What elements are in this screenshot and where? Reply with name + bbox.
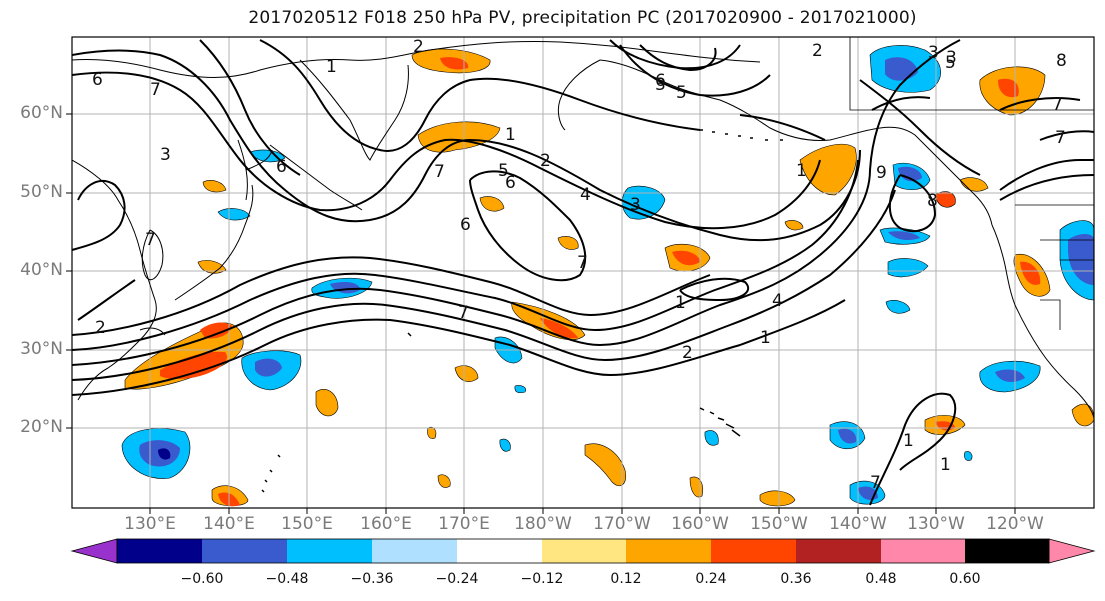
colorbar-tick-label: −0.36 — [350, 571, 394, 587]
contour-label: 1 — [505, 125, 516, 145]
colorbar-segment — [117, 539, 202, 563]
plot-frame — [71, 36, 1095, 509]
colorbar-segment — [796, 539, 881, 563]
contour-label: 5 — [498, 161, 509, 181]
contour-label: 8 — [927, 191, 938, 211]
contour-label: 6 — [655, 71, 666, 91]
colorbar-segment — [542, 539, 626, 563]
contour-label: 7 — [870, 473, 881, 493]
contour-label: 2 — [682, 343, 693, 363]
colorbar-segment — [372, 539, 457, 563]
contour-label: 6 — [92, 70, 103, 90]
colorbar-tick-label: −0.48 — [265, 571, 309, 587]
contour-label: 6 — [276, 157, 287, 177]
lat-label: 20°N — [20, 417, 63, 437]
colorbar-tick-label: 0.60 — [949, 571, 981, 587]
lat-label: 30°N — [20, 339, 63, 359]
colorbar-segment — [965, 539, 1049, 563]
contour-label: 8 — [1056, 51, 1067, 71]
lat-label: 40°N — [20, 260, 63, 280]
contour-label: 1 — [903, 431, 914, 451]
contour-label: 9 — [876, 163, 887, 183]
colorbar — [70, 538, 1096, 564]
lon-label: 130°E — [124, 514, 176, 534]
lon-label: 130°W — [907, 514, 965, 534]
contour-label: 1 — [326, 57, 337, 77]
contour-label: 2 — [812, 41, 823, 61]
lon-label: 120°W — [986, 514, 1044, 534]
contour-label: 7 — [145, 230, 156, 250]
axis-ticks — [66, 113, 1016, 514]
lon-label: 170°W — [593, 514, 651, 534]
colorbar-tick-label: 0.36 — [780, 571, 812, 587]
colorbar-tick-label: −0.60 — [180, 571, 224, 587]
contour-label: 1 — [940, 455, 951, 475]
lon-label: 150°E — [281, 514, 333, 534]
contour-label: 7 — [458, 303, 469, 323]
lat-label: 50°N — [20, 182, 63, 202]
lon-label: 170°E — [438, 514, 490, 534]
contour-label: 7 — [1055, 128, 1066, 148]
contour-label: 1 — [675, 293, 686, 313]
contour-label: 2 — [413, 37, 424, 57]
colorbar-tick-label: 0.24 — [695, 571, 727, 587]
contour-label: 7 — [577, 253, 588, 273]
colorbar-outline — [116, 538, 1050, 564]
pv-contours — [72, 39, 1094, 506]
contour-label: 3 — [928, 43, 939, 63]
contour-label: 7 — [150, 80, 161, 100]
contour-label: 1 — [796, 161, 807, 181]
colorbar-tick-label: −0.24 — [435, 571, 479, 587]
colorbar-segment — [881, 539, 965, 563]
contour-label: 4 — [772, 291, 783, 311]
lon-label: 140°E — [203, 514, 255, 534]
contour-label: 3 — [630, 195, 641, 215]
lat-label: 60°N — [20, 103, 63, 123]
colorbar-segment — [711, 539, 796, 563]
colorbar-segment — [457, 539, 542, 563]
contour-label: 5 — [945, 53, 956, 73]
lon-label: 180°W — [514, 514, 572, 534]
contour-label: 6 — [460, 215, 471, 235]
lon-label: 160°E — [360, 514, 412, 534]
positive-precip-areas — [124, 48, 1094, 507]
colorbar-extend-high — [1048, 538, 1096, 564]
contour-label: 3 — [946, 48, 957, 68]
contour-label: 2 — [540, 151, 551, 171]
colorbar-tick-label: −0.12 — [520, 571, 564, 587]
contour-label: 6 — [505, 173, 516, 193]
contour-label: 5 — [676, 83, 687, 103]
contour-label: 7 — [434, 162, 445, 182]
colorbar-segment — [626, 539, 711, 563]
contour-labels: 2 7 6 1 2 6 7 6 7 3 7 7 5 4 3 1 2 6 3 7 … — [92, 37, 1067, 493]
map-gridlines — [72, 37, 1094, 508]
lon-label: 160°W — [671, 514, 729, 534]
colorbar-tick-label: 0.12 — [610, 571, 642, 587]
contour-label: 3 — [160, 145, 171, 165]
contour-label: 2 — [95, 318, 106, 338]
colorbar-segment — [287, 539, 372, 563]
colorbar-tick-label: 0.48 — [865, 571, 897, 587]
map-title: 2017020512 F018 250 hPa PV, precipitatio… — [248, 8, 917, 28]
colorbar-segment — [202, 539, 287, 563]
precipitation-shading — [121, 45, 1094, 507]
lon-label: 140°W — [829, 514, 887, 534]
lon-label: 150°W — [750, 514, 808, 534]
colorbar-extend-low — [70, 538, 118, 564]
coastlines — [72, 37, 1094, 493]
contour-label: 7 — [1052, 95, 1063, 115]
contour-label: 1 — [760, 328, 771, 348]
contour-label: 4 — [580, 185, 591, 205]
contour-label: 3 — [655, 75, 666, 95]
